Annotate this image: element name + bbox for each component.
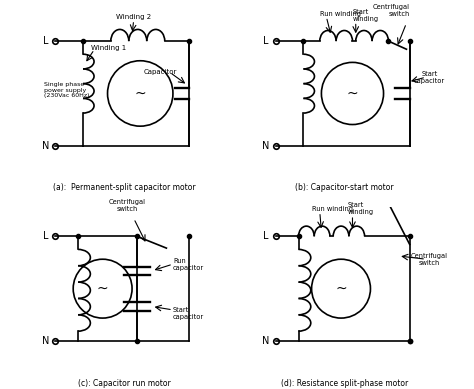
Text: (c): Capacitor run motor: (c): Capacitor run motor <box>78 378 170 387</box>
Text: Run winding: Run winding <box>320 11 361 17</box>
Text: Centrifugal
switch: Centrifugal switch <box>411 253 448 266</box>
Text: Start
capacitor: Start capacitor <box>173 307 204 320</box>
Text: (b): Capacitor-start motor: (b): Capacitor-start motor <box>295 183 393 193</box>
Text: Run
capacitor: Run capacitor <box>173 258 204 271</box>
Text: ~: ~ <box>346 86 358 100</box>
Text: (d): Resistance split-phase motor: (d): Resistance split-phase motor <box>281 378 408 387</box>
Text: L: L <box>43 36 48 46</box>
Text: ~: ~ <box>97 282 109 296</box>
Text: Run winding: Run winding <box>311 206 353 212</box>
Text: L: L <box>263 231 269 241</box>
Text: N: N <box>42 336 49 346</box>
Text: L: L <box>43 231 48 241</box>
Text: Centrifugal
switch: Centrifugal switch <box>373 4 410 17</box>
Text: N: N <box>42 141 49 151</box>
Text: L: L <box>263 36 269 46</box>
Text: Start
capacitor: Start capacitor <box>414 71 445 84</box>
Text: Start
winding: Start winding <box>347 202 374 215</box>
Text: Single phase
power supply
(230Vac 60Hz): Single phase power supply (230Vac 60Hz) <box>44 82 89 98</box>
Text: N: N <box>262 141 270 151</box>
Text: (a):  Permanent-split capacitor motor: (a): Permanent-split capacitor motor <box>53 183 195 193</box>
Text: N: N <box>262 336 270 346</box>
Text: ~: ~ <box>335 282 347 296</box>
Text: ~: ~ <box>135 86 146 100</box>
Text: Winding 2: Winding 2 <box>116 14 151 20</box>
Text: Centrifugal
switch: Centrifugal switch <box>109 199 146 212</box>
Text: Winding 1: Winding 1 <box>91 45 127 51</box>
Text: Start
winding: Start winding <box>353 9 379 21</box>
Text: Capacitor: Capacitor <box>143 69 176 75</box>
